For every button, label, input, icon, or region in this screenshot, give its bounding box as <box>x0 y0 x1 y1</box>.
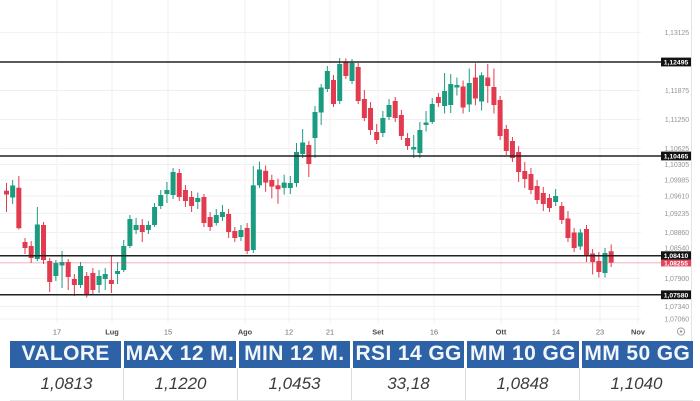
svg-text:1,11250: 1,11250 <box>665 117 689 124</box>
svg-text:1,12495: 1,12495 <box>664 60 689 67</box>
svg-text:1,08255: 1,08255 <box>664 260 688 267</box>
svg-text:1,10465: 1,10465 <box>664 154 689 161</box>
svg-text:12: 12 <box>285 328 293 337</box>
svg-text:Set: Set <box>372 328 384 337</box>
svg-text:14: 14 <box>552 328 560 337</box>
svg-text:1,09610: 1,09610 <box>664 194 689 201</box>
svg-text:1,08410: 1,08410 <box>664 253 689 260</box>
svg-text:17: 17 <box>53 328 61 337</box>
svg-text:1,07580: 1,07580 <box>664 292 689 299</box>
svg-text:1,07340: 1,07340 <box>664 304 689 311</box>
svg-text:23: 23 <box>596 328 604 337</box>
svg-text:1,13125: 1,13125 <box>664 30 689 37</box>
svg-text:1,10625: 1,10625 <box>664 146 689 153</box>
svg-text:1,07900: 1,07900 <box>664 276 689 283</box>
svg-text:Ott: Ott <box>496 328 507 337</box>
svg-text:1,09235: 1,09235 <box>664 211 689 218</box>
svg-text:1,11875: 1,11875 <box>665 88 689 95</box>
svg-text:Lug: Lug <box>105 328 119 337</box>
svg-text:Ago: Ago <box>238 328 253 337</box>
svg-text:15: 15 <box>164 328 172 337</box>
svg-text:1,09985: 1,09985 <box>664 178 689 185</box>
svg-text:Nov: Nov <box>631 328 646 337</box>
svg-text:1,08540: 1,08540 <box>664 246 689 253</box>
svg-text:1,08860: 1,08860 <box>664 230 689 237</box>
svg-text:1,07060: 1,07060 <box>664 317 689 324</box>
svg-text:21: 21 <box>326 328 334 337</box>
svg-text:16: 16 <box>430 328 438 337</box>
svg-text:1,10305: 1,10305 <box>664 162 689 169</box>
